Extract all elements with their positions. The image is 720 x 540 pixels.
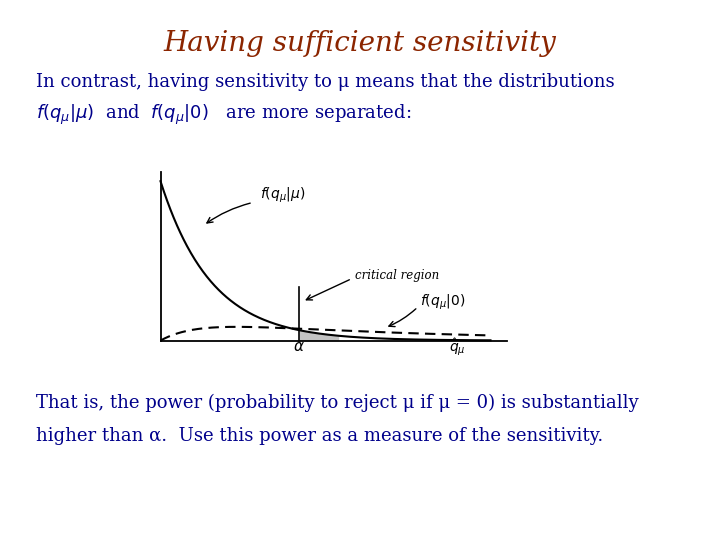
Text: $f(q_{\mu}|\mu)$  and  $f(q_{\mu}|0)$   are more separated:: $f(q_{\mu}|\mu)$ and $f(q_{\mu}|0)$ are …	[36, 103, 411, 127]
Text: $\alpha$: $\alpha$	[293, 340, 305, 354]
Text: higher than α.  Use this power as a measure of the sensitivity.: higher than α. Use this power as a measu…	[36, 427, 603, 444]
Text: In contrast, having sensitivity to μ means that the distributions: In contrast, having sensitivity to μ mea…	[36, 73, 615, 91]
Text: $f(q_\mu|\mu)$: $f(q_\mu|\mu)$	[259, 186, 305, 205]
Text: That is, the power (probability to reject μ if μ = 0) is substantially: That is, the power (probability to rejec…	[36, 394, 639, 413]
Text: Having sufficient sensitivity: Having sufficient sensitivity	[163, 30, 557, 57]
Text: critical region: critical region	[355, 268, 439, 281]
Text: $f(q_\mu|0)$: $f(q_\mu|0)$	[420, 293, 465, 313]
Text: $\hat{q}_\mu$: $\hat{q}_\mu$	[449, 336, 466, 357]
